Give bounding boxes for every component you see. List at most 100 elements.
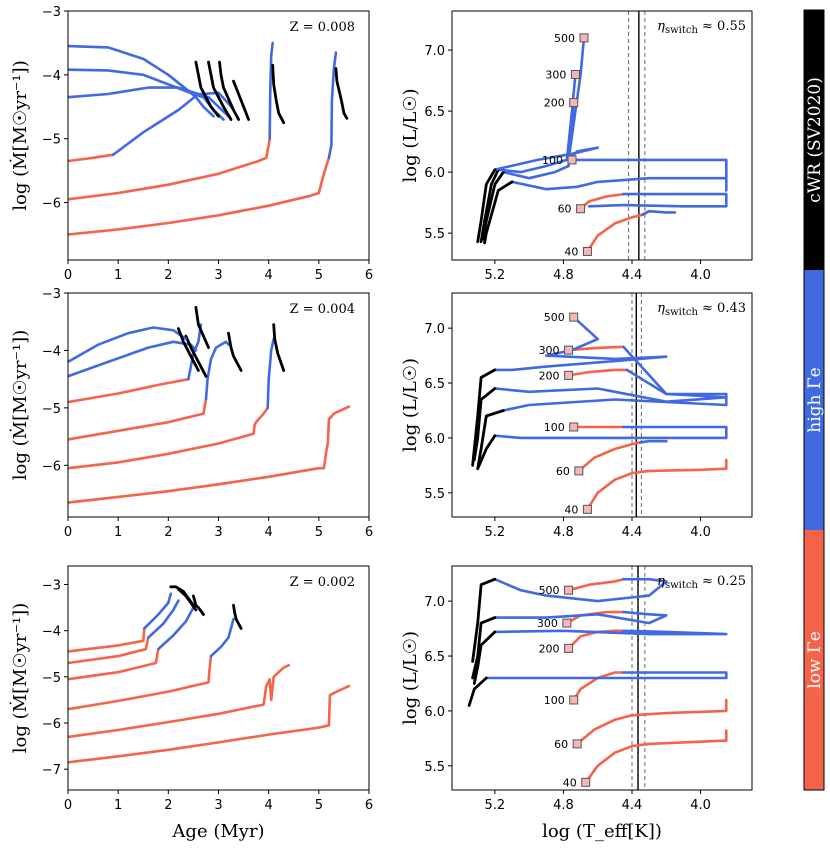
track-500-cwr [177, 327, 200, 372]
axes-frame [451, 565, 753, 791]
track-40-high [327, 51, 338, 160]
y-tick-label: 6.5 [424, 377, 445, 392]
x-tick-label: 3 [214, 525, 222, 540]
mass-marker-200 [564, 643, 574, 653]
x-tick-label: 4 [265, 525, 273, 540]
track-60-low [577, 441, 642, 473]
x-tick-label: 3 [214, 798, 222, 813]
track-500-high [143, 592, 173, 630]
mass-label-300: 300 [537, 617, 558, 630]
track-200-low [567, 368, 629, 377]
mass-label-200: 200 [539, 369, 560, 382]
metallicity-annotation: Z = 0.008 [290, 20, 355, 35]
track-100-high [111, 91, 235, 156]
track-40-low [68, 156, 331, 236]
x-axis-label: log (T_eff[K]) [542, 821, 662, 842]
x-tick-label: 5.2 [485, 268, 506, 283]
x-tick-label: 5.2 [485, 798, 506, 813]
y-tick-label: −7 [42, 763, 61, 778]
x-tick-label: 3 [214, 268, 222, 283]
track-500-cwr [476, 168, 497, 244]
mass-label-500: 500 [539, 584, 560, 597]
mass-label-60: 60 [558, 203, 572, 216]
y-tick-label: 5.5 [424, 760, 445, 775]
x-tick-label: 2 [164, 268, 172, 283]
mass-marker-40 [581, 777, 591, 787]
mass-label-100: 100 [544, 694, 565, 707]
track-200-cwr [218, 60, 240, 121]
track-500-high [68, 326, 188, 364]
y-axis-label: log (Ṁ[M☉yr⁻¹]) [8, 60, 31, 210]
y-tick-label: 6.5 [424, 650, 445, 665]
x-tick-label: 4.8 [553, 798, 574, 813]
metallicity-annotation: Z = 0.002 [290, 575, 355, 590]
track-300-high [493, 345, 728, 403]
track-40-low [586, 213, 644, 253]
mass-marker-100 [569, 422, 579, 432]
x-tick-label: 6 [365, 798, 373, 813]
colorbar-low-segment [804, 530, 824, 790]
panel-hrd-z004: 500 300 200 100 60 40 5.2 4.8 4.4 4.0 5.5 6.0 6.5 7.0… [400, 292, 753, 540]
y-tick-label: 6.5 [424, 105, 445, 120]
mass-label-60: 60 [554, 738, 568, 751]
track-40-low [68, 684, 351, 764]
x-tick-label: 1 [114, 798, 122, 813]
y-tick-label: 6.0 [424, 705, 445, 720]
x-tick-label: 2 [164, 798, 172, 813]
mass-label-40: 40 [564, 245, 578, 258]
track-60-high [268, 41, 274, 140]
track-300-cwr [472, 387, 497, 462]
track-100-cwr [232, 79, 250, 121]
panel-mdot-z002: 0 1 2 3 4 5 6 −7 −6 −5 −4 −3 Z = 0.002 log (Ṁ[M☉yr⁻¹]… [8, 565, 373, 842]
mass-label-500: 500 [544, 311, 565, 324]
mass-marker-40 [582, 504, 592, 514]
x-tick-label: 5.2 [485, 525, 506, 540]
colorbar-label-cwr: cWR (SV2020) [805, 77, 825, 203]
x-tick-label: 4.8 [553, 268, 574, 283]
track-60-high [266, 337, 275, 410]
y-tick-label: −6 [42, 459, 61, 474]
track-60-low [575, 698, 728, 746]
track-300-high [493, 610, 668, 625]
y-tick-label: −5 [42, 402, 61, 417]
mass-label-300: 300 [545, 68, 566, 81]
mass-label-40: 40 [563, 776, 577, 789]
x-tick-label: 6 [365, 268, 373, 283]
x-tick-label: 4.4 [622, 268, 643, 283]
x-tick-label: 0 [64, 525, 72, 540]
y-tick-label: −4 [42, 625, 61, 640]
x-tick-label: 4 [265, 268, 273, 283]
track-300-cwr [479, 168, 500, 244]
y-tick-label: 6.0 [424, 432, 445, 447]
track-40-low [586, 458, 728, 511]
y-tick-label: 7.0 [424, 44, 445, 59]
track-500-low [567, 577, 625, 592]
track-60-low [68, 137, 271, 201]
mass-marker-300 [562, 618, 572, 628]
y-tick-label: 7.0 [424, 595, 445, 610]
track-500-high [68, 44, 215, 118]
track-300-cwr [471, 616, 497, 680]
x-axis-label: Age (Myr) [171, 821, 264, 842]
mass-marker-100 [567, 155, 577, 165]
y-tick-label: −3 [42, 578, 61, 593]
track-200-cwr [192, 594, 205, 616]
y-tick-label: 7.0 [424, 322, 445, 337]
track-300-low [68, 636, 150, 665]
y-tick-label: −6 [42, 197, 61, 212]
y-tick-label: −3 [42, 5, 61, 20]
x-tick-label: 4.0 [690, 268, 711, 283]
track-40-low [68, 405, 351, 504]
y-axis-label: log (Ṁ[M☉yr⁻¹]) [8, 330, 31, 480]
track-60-low [68, 406, 269, 470]
mass-label-500: 500 [554, 32, 575, 45]
track-60-cwr [271, 63, 286, 125]
y-tick-label: −5 [42, 671, 61, 686]
track-200-low [68, 377, 190, 404]
track-300-high [147, 599, 180, 639]
mass-marker-60 [574, 466, 584, 476]
y-tick-label: −5 [42, 133, 61, 148]
track-60-cwr [272, 323, 286, 372]
x-tick-label: 5 [315, 268, 323, 283]
track-200-cwr [476, 409, 505, 471]
